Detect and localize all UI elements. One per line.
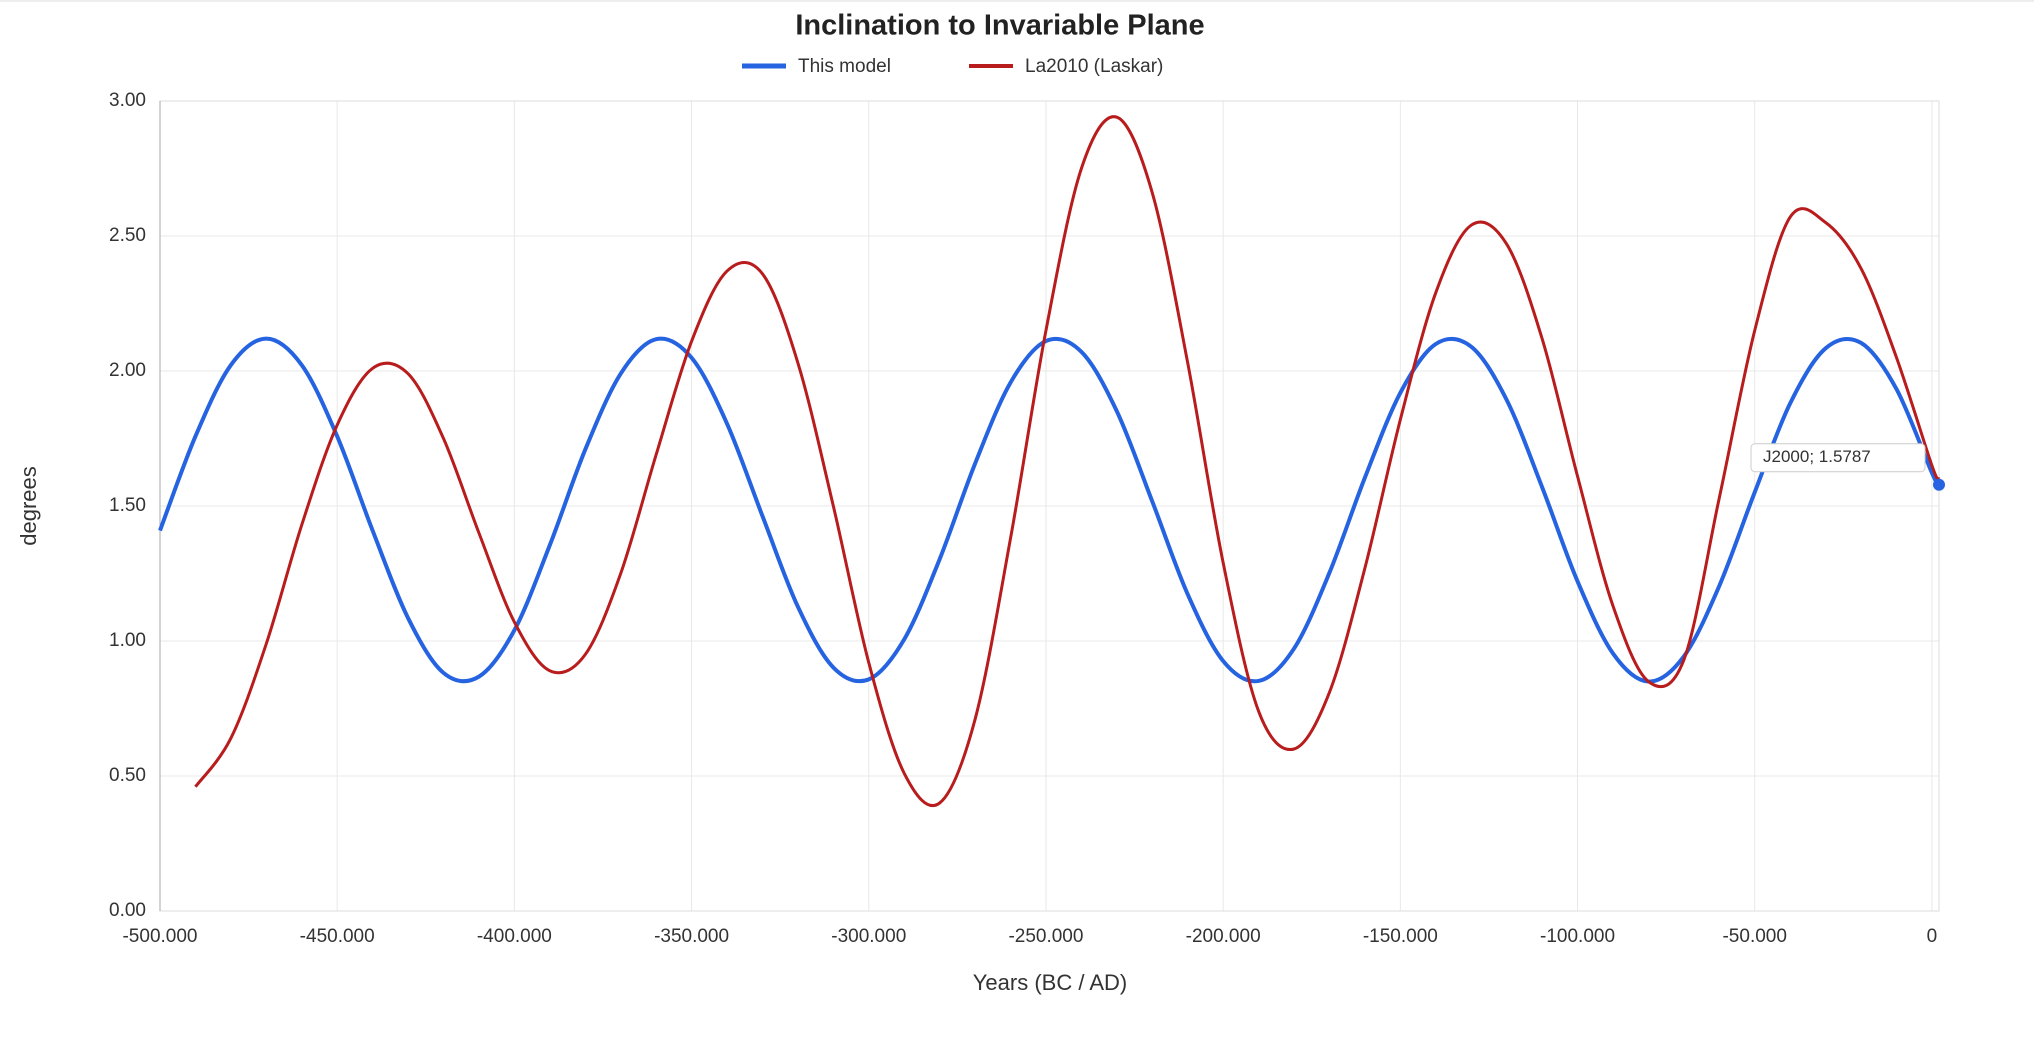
y-tick-label: 0.50 (109, 765, 146, 786)
x-tick-label: -400.000 (477, 926, 552, 947)
legend-label: This model (798, 56, 891, 77)
x-tick-label: 0 (1927, 926, 1938, 947)
x-tick-label: -200.000 (1186, 926, 1261, 947)
y-tick-label: 1.50 (109, 495, 146, 516)
annotation-box (1750, 443, 1926, 473)
series-line (158, 336, 1941, 684)
y-tick-label: 1.00 (109, 630, 146, 651)
x-tick-label: -500.000 (122, 926, 197, 947)
annotation: J2000; 1.5787 (1763, 447, 1871, 466)
x-tick-label: -100.000 (1540, 926, 1615, 947)
legend-label: La2010 (Laskar) (1025, 56, 1163, 77)
end-point (1933, 478, 1945, 491)
y-axis-title: degrees (16, 466, 41, 546)
x-tick-label: -350.000 (654, 926, 729, 947)
series-line (194, 115, 1941, 807)
x-tick-label: -450.000 (300, 926, 375, 947)
y-tick-label: 2.00 (109, 360, 146, 381)
y-tick-label: 2.50 (109, 225, 146, 246)
y-tick-label: 0.00 (109, 900, 146, 921)
y-tick-label: 3.00 (109, 90, 146, 111)
x-axis-title: Years (BC / AD) (973, 970, 1127, 995)
x-tick-label: -150.000 (1363, 926, 1438, 947)
x-tick-label: -250.000 (1008, 926, 1083, 947)
chart-title: Inclination to Invariable Plane (795, 10, 1204, 42)
x-tick-label: -50.000 (1722, 926, 1786, 947)
x-tick-label: -300.000 (831, 926, 906, 947)
